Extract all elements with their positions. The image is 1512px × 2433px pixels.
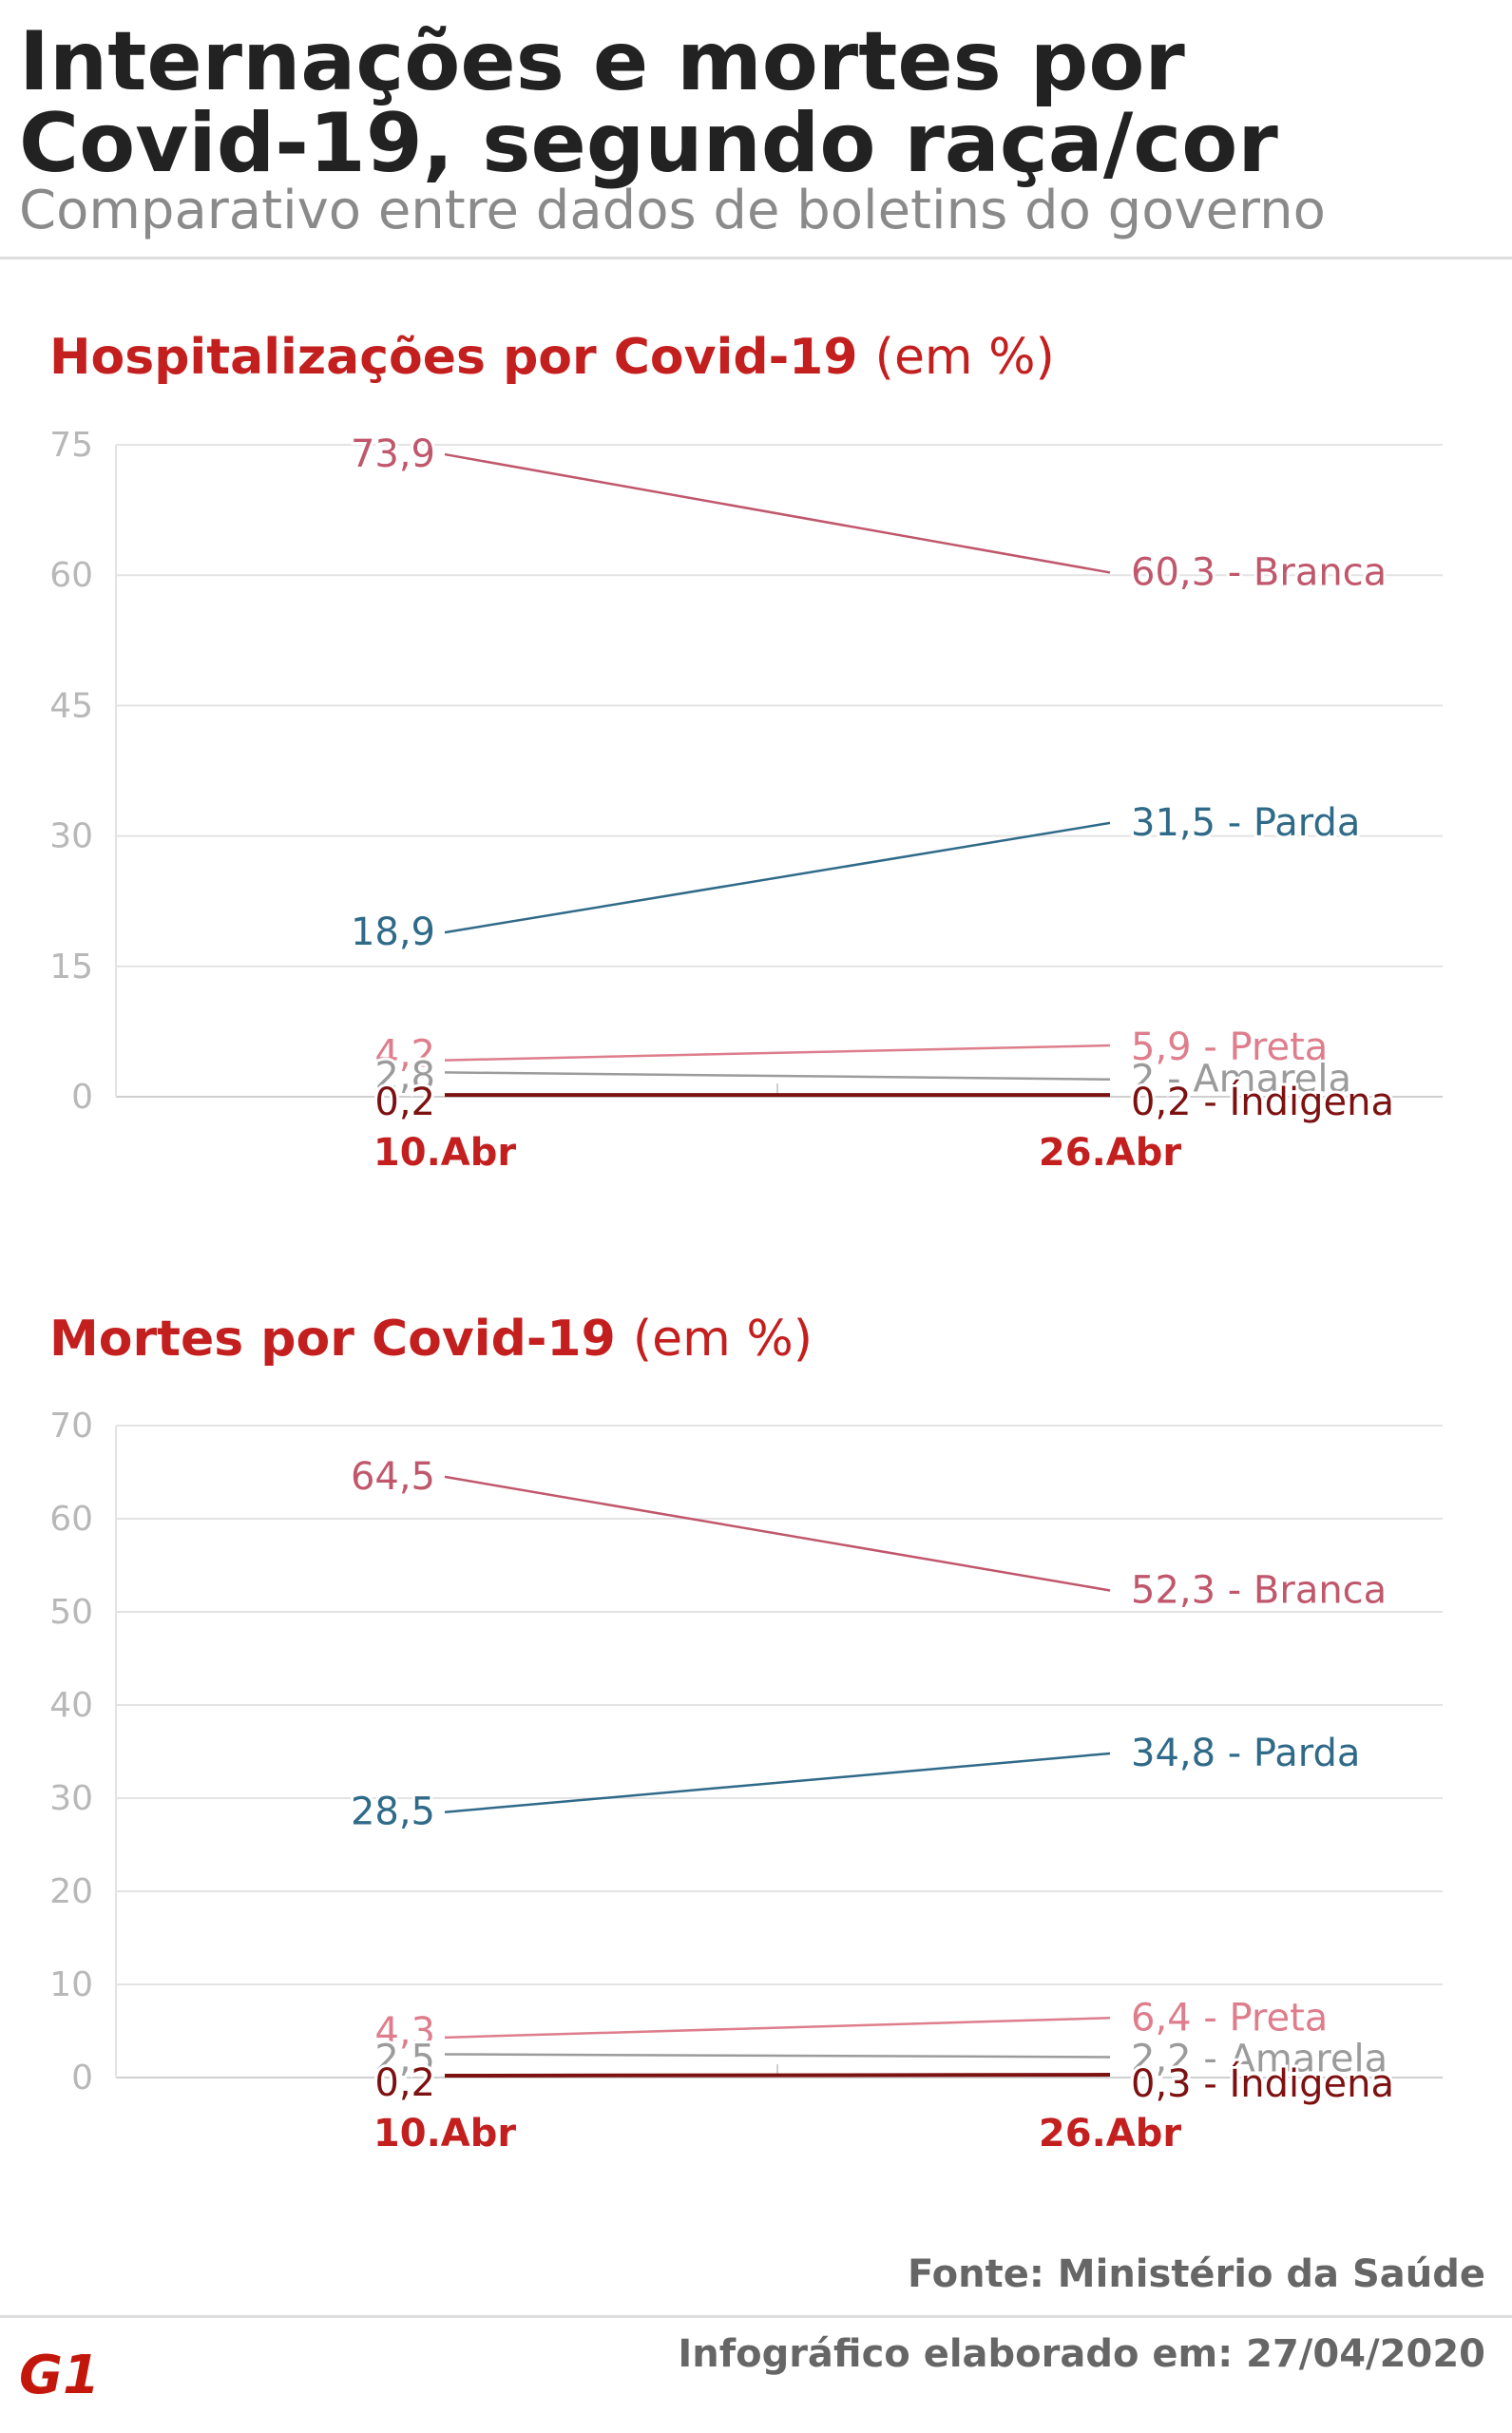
chart-title-text: Hospitalizações por Covid-19 <box>49 329 858 386</box>
y-tick-label: 50 <box>49 1593 93 1632</box>
footer-divider <box>0 2315 1512 2318</box>
series-end-label: 31,5 - Parda <box>1131 801 1360 845</box>
y-tick-label: 10 <box>49 1965 93 2004</box>
series-end-label: 0,2 - Índigena <box>1131 1079 1394 1124</box>
series-end-label: 0,3 - Índigena <box>1131 2060 1394 2106</box>
chart-title-unit: (em %) <box>874 329 1055 386</box>
data-label: 73,9 <box>351 432 435 476</box>
series-line-4 <box>444 2073 1111 2079</box>
credit-note: Infográfico elaborado em: 27/04/2020 <box>678 2332 1485 2376</box>
data-label: 0,2 <box>374 1081 435 1124</box>
deaths-line-chart: 0 10 20 30 40 50 60 70 10.Abr 26.Abr 64,5 52,3 - Br… <box>49 1407 1443 2155</box>
y-tick-label: 75 <box>49 426 93 465</box>
series-end-label: 60,3 - Branca <box>1131 550 1387 594</box>
source-note: Fonte: Ministério da Saúde <box>907 2252 1485 2296</box>
g1-logo: G1 <box>19 2345 100 2401</box>
y-tick-label: 0 <box>71 2059 93 2098</box>
g1-logo-text: G1 <box>19 2345 100 2401</box>
series-line-2 <box>444 1044 1111 1062</box>
y-tick-label: 20 <box>49 1872 93 1911</box>
page-title: Internações e mortes por Covid-19, segun… <box>19 14 1278 191</box>
y-tick-label: 45 <box>49 686 93 725</box>
series-end-label: 6,4 - Preta <box>1131 1996 1328 2040</box>
y-tick-label: 60 <box>49 1500 93 1539</box>
chart-title-deaths: Mortes por Covid-19 (em %) <box>49 1309 813 1370</box>
series-end-label: 34,8 - Parda <box>1131 1732 1360 1775</box>
y-tick-label: 70 <box>49 1407 93 1446</box>
series-line-3 <box>444 2053 1111 2059</box>
data-label: 28,5 <box>351 1791 435 1834</box>
data-label: 18,9 <box>351 910 435 954</box>
y-tick-label: 30 <box>49 817 93 856</box>
series-line-1 <box>444 1752 1111 1813</box>
series-line-0 <box>444 1475 1111 1592</box>
series-line-2 <box>444 2017 1111 2040</box>
x-tick-label: 10.Abr <box>373 1131 516 1175</box>
chart-title-hospitalizations: Hospitalizações por Covid-19 (em %) <box>49 327 1055 388</box>
x-tick-label: 26.Abr <box>1039 2112 1181 2155</box>
y-tick-label: 30 <box>49 1779 93 1818</box>
data-label: 64,5 <box>351 1455 435 1499</box>
series-line-0 <box>444 452 1111 574</box>
y-tick-label: 40 <box>49 1686 93 1725</box>
series-end-label: 52,3 - Branca <box>1131 1568 1387 1612</box>
x-tick-label: 10.Abr <box>373 2112 516 2155</box>
hospitalizations-line-chart: 0 15 30 45 60 75 10.Abr 26.Abr 73,9 60,3 - Branca… <box>49 426 1443 1175</box>
series-end-label: 2,2 - Amarela <box>1131 2037 1388 2080</box>
x-tick-label: 26.Abr <box>1039 1131 1181 1175</box>
series-end-label: 2 - Amarela <box>1131 1058 1351 1102</box>
data-label: 2,8 <box>374 1054 435 1098</box>
series-line-3 <box>444 1071 1111 1081</box>
page-subtitle: Comparativo entre dados de boletins do g… <box>19 180 1326 241</box>
header-divider <box>0 257 1512 259</box>
data-label: 0,2 <box>374 2061 435 2105</box>
series-end-label: 5,9 - Preta <box>1131 1025 1328 1069</box>
data-label: 4,2 <box>374 1033 435 1077</box>
series-line-1 <box>444 821 1111 934</box>
data-label: 4,3 <box>374 2010 435 2054</box>
y-tick-label: 15 <box>49 948 93 987</box>
chart-title-text: Mortes por Covid-19 <box>49 1311 616 1368</box>
y-tick-label: 60 <box>49 556 93 595</box>
chart-title-unit: (em %) <box>632 1311 813 1368</box>
data-label: 2,5 <box>374 2038 435 2081</box>
y-tick-label: 0 <box>71 1078 93 1117</box>
